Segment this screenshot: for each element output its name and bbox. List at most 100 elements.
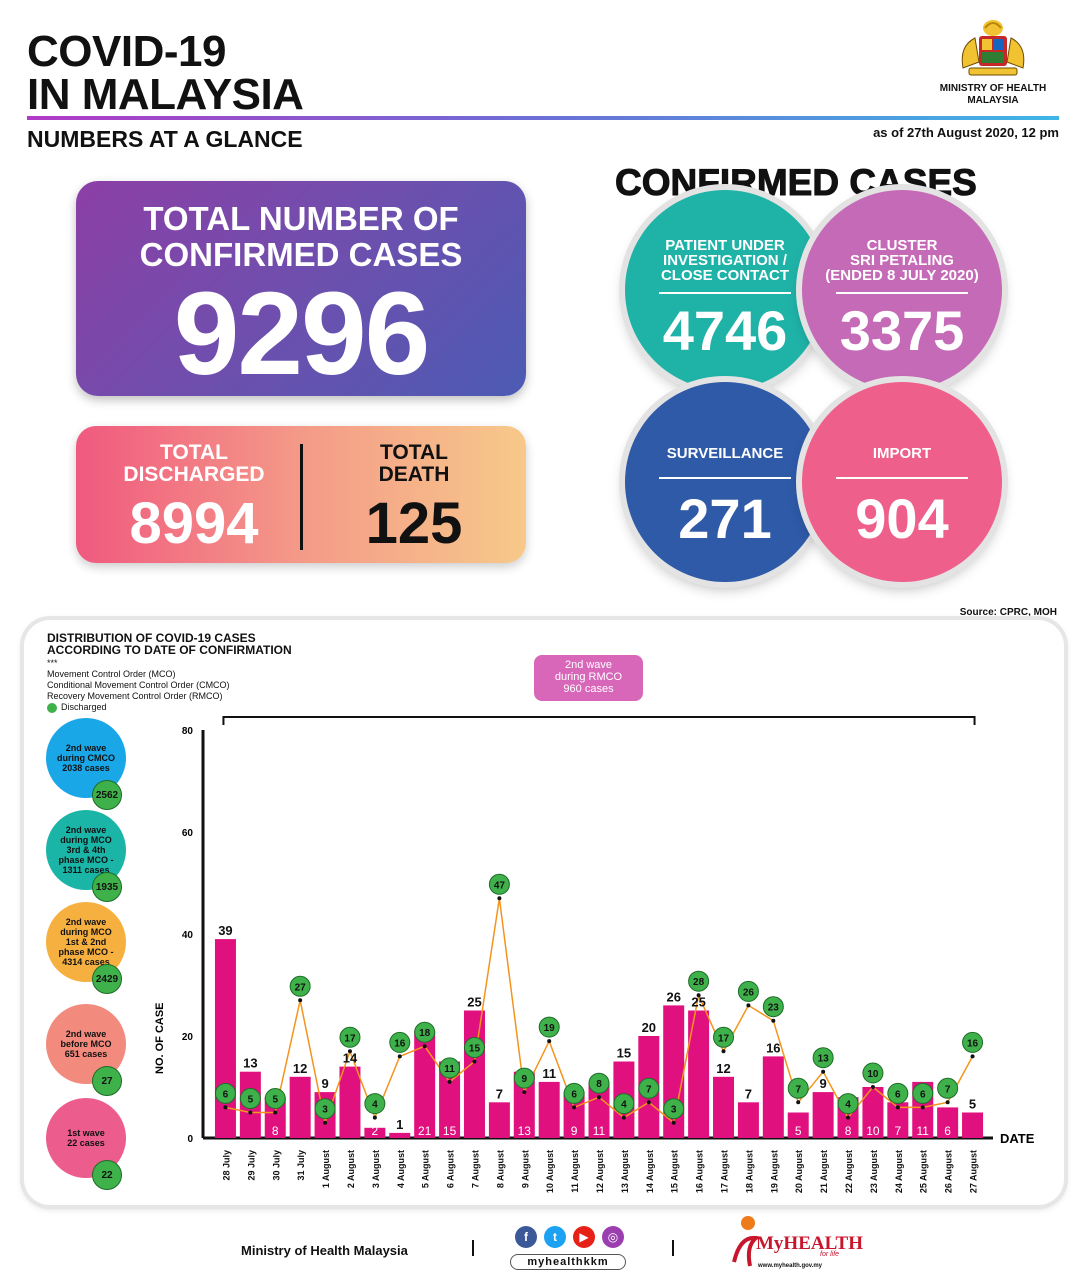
discharged-marker <box>538 1016 560 1038</box>
discharged-marker <box>688 970 710 992</box>
discharged-point <box>248 1110 253 1115</box>
discharged-value-label: 18 <box>419 1028 431 1039</box>
discharged-value-label: 27 <box>295 982 307 993</box>
wave-text: 4314 cases <box>62 957 110 967</box>
instagram-icon[interactable]: ◎ <box>602 1226 624 1248</box>
pui-label-1: PATIENT UNDER <box>665 237 785 254</box>
social-handle[interactable]: myhealthkkm <box>510 1254 626 1270</box>
chart-panel-title-line-2: ACCORDING TO DATE OF CONFIRMATION <box>47 643 292 657</box>
discharged-point <box>746 1003 751 1008</box>
bar-value-label: 39 <box>218 923 232 938</box>
source-note: Source: CPRC, MOH <box>959 607 1057 618</box>
discharged-label: TOTAL DISCHARGED <box>94 442 294 486</box>
chart-legend: *** Movement Control Order (MCO) Conditi… <box>47 658 230 713</box>
bar <box>289 1076 311 1138</box>
footer-divider-2 <box>672 1240 674 1256</box>
legend-mco: Movement Control Order (MCO) <box>47 669 176 679</box>
discharged-value-label: 7 <box>646 1084 652 1095</box>
bar-value-label: 7 <box>745 1086 752 1101</box>
discharged-marker <box>713 1026 735 1048</box>
discharged-value-label: 9 <box>522 1074 528 1085</box>
discharged-marker <box>663 1098 685 1120</box>
discharged-value-label: 15 <box>469 1044 481 1055</box>
x-tick-label: 7 August <box>470 1150 480 1188</box>
total-confirmed-value: 9296 <box>173 268 431 400</box>
wave-text: during CMCO <box>57 753 115 763</box>
x-axis-label: DATE <box>1000 1131 1035 1146</box>
bar <box>488 1102 510 1138</box>
discharged-point <box>621 1115 626 1120</box>
discharged-point <box>372 1115 377 1120</box>
discharged-point <box>422 1044 427 1049</box>
wave-text: 3rd & 4th <box>66 845 106 855</box>
bar-value-label: 25 <box>691 995 705 1010</box>
discharged-marker <box>513 1067 535 1089</box>
discharged-value-label: 7 <box>795 1084 801 1095</box>
x-tick-label: 20 August <box>794 1150 804 1193</box>
discharged-marker <box>488 873 510 895</box>
x-tick-label: 23 August <box>869 1150 879 1193</box>
y-axis-label: NO. OF CASE <box>154 1002 166 1074</box>
discharged-point <box>273 1110 278 1115</box>
discharged-value: 8994 <box>129 491 259 556</box>
discharged-point <box>696 993 701 998</box>
chart-panel-title: DISTRIBUTION OF COVID-19 CASES ACCORDING… <box>47 632 292 656</box>
bar <box>937 1107 959 1138</box>
myhealth-website[interactable]: www.myhealth.gov.my <box>758 1263 823 1269</box>
bar-value-label: 11 <box>917 1124 930 1138</box>
y-tick-label: 40 <box>182 930 194 941</box>
x-tick-label: 30 July <box>271 1150 281 1181</box>
discharged-marker <box>787 1077 809 1099</box>
discharged-point <box>397 1054 402 1059</box>
x-tick-label: 8 August <box>495 1150 505 1188</box>
rmco-line-1: 2nd wave <box>564 659 613 671</box>
discharged-value-label: 3 <box>671 1105 677 1116</box>
discharged-marker <box>962 1031 984 1053</box>
discharged-point <box>945 1100 950 1105</box>
discharged-value-label: 17 <box>718 1033 730 1044</box>
discharged-marker <box>214 1082 236 1104</box>
discharged-value-label: 47 <box>494 880 506 891</box>
twitter-icon[interactable]: t <box>544 1226 566 1248</box>
bar-value-label: 11 <box>593 1124 606 1138</box>
discharged-value-label: 10 <box>867 1069 879 1080</box>
bar-value-label: 10 <box>866 1124 880 1138</box>
bar-value-label: 8 <box>272 1124 279 1138</box>
wave-text: during MCO <box>60 927 112 937</box>
bar-value-label: 5 <box>795 1124 802 1138</box>
discharged-value-label: 6 <box>895 1089 901 1100</box>
x-tick-label: 10 August <box>545 1150 555 1193</box>
discharged-marker <box>737 980 759 1002</box>
card-divider <box>300 444 303 550</box>
bar-value-label: 20 <box>642 1020 656 1035</box>
youtube-icon[interactable]: ▶ <box>573 1226 595 1248</box>
total-confirmed-label-line-1: TOTAL NUMBER OF <box>143 200 459 237</box>
discharged-marker <box>439 1057 461 1079</box>
discharged-marker <box>887 1082 909 1104</box>
facebook-icon[interactable]: f <box>515 1226 537 1248</box>
discharged-value-label: 16 <box>967 1038 979 1049</box>
bubble-pui: PATIENT UNDER INVESTIGATION / CLOSE CONT… <box>625 190 825 390</box>
myhealth-brand: MyHEALTH <box>756 1233 863 1254</box>
discharged-marker <box>463 1037 485 1058</box>
y-tick-label: 20 <box>182 1032 194 1043</box>
bar-value-label: 9 <box>321 1076 328 1091</box>
bar-value-label: 9 <box>571 1124 578 1138</box>
discharged-marker <box>289 975 311 997</box>
ministry-label: MINISTRY OF HEALTH MALAYSIA <box>925 83 1061 107</box>
discharged-death-card: TOTAL DISCHARGED 8994 TOTAL DEATH 125 <box>76 426 526 563</box>
total-confirmed-card: TOTAL NUMBER OF CONFIRMED CASES 9296 <box>76 181 526 400</box>
discharged-marker <box>837 1093 859 1115</box>
x-tick-label: 22 August <box>844 1150 854 1193</box>
pui-rule <box>659 292 791 294</box>
discharged-point <box>846 1115 851 1120</box>
rmco-line-3: 960 cases <box>563 683 614 695</box>
bar-value-label: 8 <box>845 1124 852 1138</box>
bar-value-label: 14 <box>343 1051 358 1066</box>
bar-value-label: 7 <box>894 1124 901 1138</box>
x-tick-label: 25 August <box>919 1150 929 1193</box>
cluster-value: 3375 <box>839 299 965 362</box>
bar-value-label: 26 <box>666 989 680 1004</box>
wave-text: 2nd wave <box>65 917 107 927</box>
